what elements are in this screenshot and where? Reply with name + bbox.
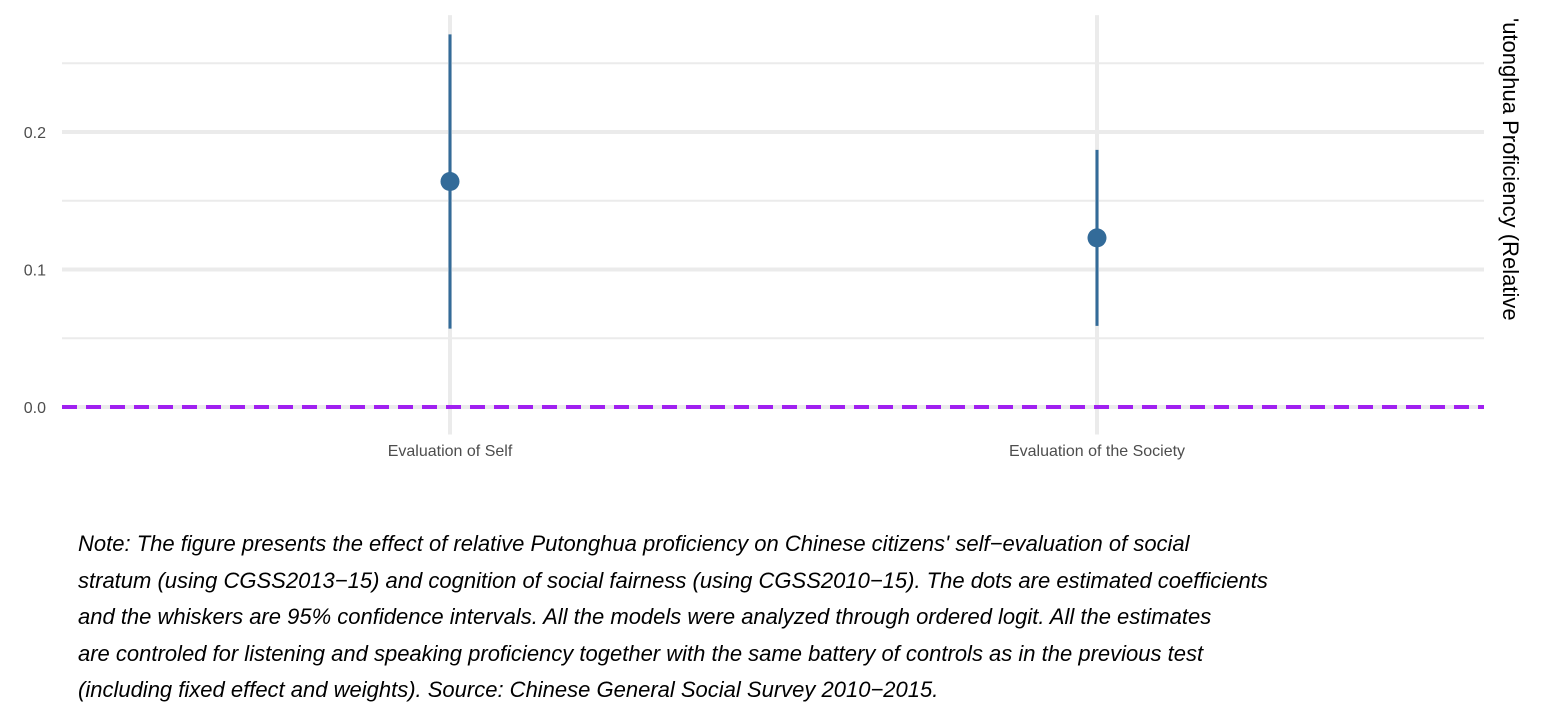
- x-tick-labels: Evaluation of Self Evaluation of the Soci…: [388, 443, 1185, 460]
- x-tick-label: Evaluation of Self: [388, 443, 513, 460]
- minor-gridlines: [62, 62, 1484, 340]
- y-tick-label: 0.1: [24, 263, 46, 280]
- estimate-point: [1087, 228, 1107, 248]
- coefficient-points: [440, 172, 1107, 248]
- y-tick-label: 0.0: [24, 400, 46, 417]
- confidence-intervals: [448, 34, 1099, 329]
- y-tick-label: 0.2: [24, 125, 46, 142]
- estimate-point: [440, 172, 460, 191]
- x-tick-label: Evaluation of the Society: [1009, 443, 1185, 460]
- note-line: (including fixed effect and weights). So…: [78, 677, 939, 702]
- note-line: stratum (using CGSS2013−15) and cognitio…: [78, 567, 1268, 593]
- note-line: Note: The figure presents the effect of …: [78, 531, 1190, 556]
- major-gridlines: [62, 130, 1484, 409]
- note-line: are controled for listening and speaking…: [78, 640, 1204, 666]
- category-gridlines: [448, 15, 1099, 435]
- y-tick-labels: 0.0 0.1 0.2: [24, 125, 46, 417]
- note-line: and the whiskers are 95% confidence inte…: [78, 604, 1212, 629]
- coefficient-plot: 0.00.10.2 Evaluation of Self Evaluation o…: [24, 15, 1523, 460]
- figure-note: Note: The figure presents the effect of …: [78, 526, 1538, 709]
- y-axis-title-right: 'utonghua Proficiency (Relative: [1498, 18, 1523, 321]
